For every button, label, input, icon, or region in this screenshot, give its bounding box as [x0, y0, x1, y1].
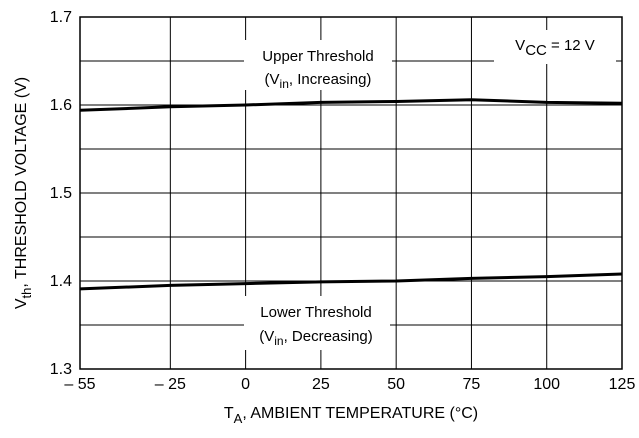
upper-threshold-annotation: Upper Threshold (Vin, Increasing)	[244, 40, 392, 91]
x-tick-label: 125	[609, 376, 636, 393]
vcc-condition-sub: CC	[525, 42, 547, 59]
y-axis-label: Vth, THRESHOLD VOLTAGE (V)	[13, 77, 34, 309]
upper-threshold-note-line1: Upper Threshold	[262, 48, 373, 65]
vcc-condition-rest: = 12 V	[547, 37, 595, 54]
y-tick-label: 1.3	[50, 361, 72, 378]
x-axis-label-sub: A	[234, 411, 243, 426]
y-tick-label: 1.6	[50, 97, 72, 114]
y-axis-label-sub: th	[19, 288, 34, 299]
series-line-lower-threshold	[79, 272, 623, 291]
x-tick-label: 25	[312, 376, 330, 393]
vcc-condition-main: V	[515, 37, 525, 54]
x-tick-label: 50	[387, 376, 405, 393]
data-series	[79, 98, 623, 291]
x-tick-label: 100	[533, 376, 560, 393]
upper-threshold-annotation-bg	[244, 40, 392, 90]
x-axis-label-main: T	[224, 405, 234, 422]
series-line-upper-threshold	[79, 98, 623, 112]
y-axis-label-main: V	[13, 298, 30, 309]
vcc-condition-annotation: VCC = 12 V	[494, 30, 616, 64]
y-tick-label: 1.7	[50, 9, 72, 26]
lower-threshold-annotation: Lower Threshold (Vin, Decreasing)	[244, 296, 390, 350]
upper-threshold-note-pre: (V	[265, 71, 280, 88]
lower-threshold-note-sub: in	[274, 334, 283, 348]
x-tick-label: – 55	[64, 376, 95, 393]
upper-threshold-note-sub: in	[280, 77, 289, 91]
x-tick-label: 0	[241, 376, 250, 393]
vcc-condition-bg	[494, 30, 616, 64]
lower-threshold-note-pre: (V	[259, 328, 274, 345]
lower-threshold-note-line2: (Vin, Decreasing)	[259, 328, 373, 348]
x-tick-label: 75	[463, 376, 481, 393]
x-axis-label: TA, AMBIENT TEMPERATURE (°C)	[224, 405, 478, 426]
vcc-condition-label: VCC = 12 V	[515, 37, 595, 59]
lower-threshold-note-line1: Lower Threshold	[260, 304, 371, 321]
x-tick-label: – 25	[155, 376, 186, 393]
upper-threshold-note-line2: (Vin, Increasing)	[265, 71, 372, 91]
lower-threshold-note-post: , Decreasing)	[284, 328, 373, 345]
lower-threshold-annotation-bg	[244, 296, 390, 350]
plot-frame	[79, 16, 623, 370]
y-axis-label-rest: , THRESHOLD VOLTAGE (V)	[13, 77, 30, 288]
tick-labels: – 55 – 25 0 25 50 75 100 125 1.3 1.4 1.5 1.6 1.7	[50, 9, 636, 393]
upper-threshold-note-post: , Increasing)	[289, 71, 372, 88]
x-axis-label-rest: , AMBIENT TEMPERATURE (°C)	[242, 405, 478, 422]
y-tick-label: 1.4	[50, 273, 72, 290]
y-tick-label: 1.5	[50, 185, 72, 202]
